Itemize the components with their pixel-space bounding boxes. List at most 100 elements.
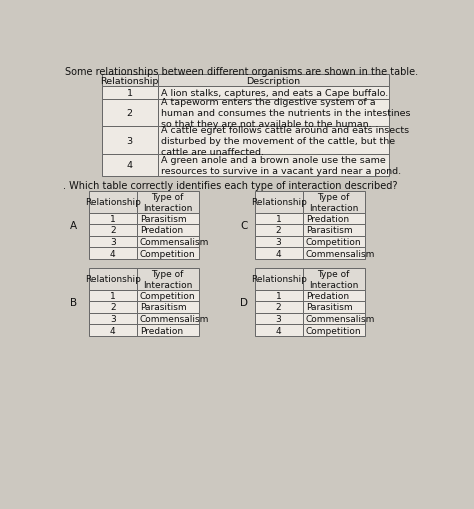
Bar (89, 313, 137, 325)
Bar (255, 213, 302, 225)
Text: Parasitism: Parasitism (140, 214, 186, 223)
Text: Predation: Predation (140, 226, 183, 235)
Text: 4: 4 (276, 249, 282, 258)
Text: Relationship: Relationship (85, 198, 141, 207)
Text: B: B (70, 297, 77, 307)
Text: Type of
Interaction: Type of Interaction (143, 270, 192, 289)
Text: Type of
Interaction: Type of Interaction (143, 193, 192, 212)
Text: 2: 2 (276, 303, 282, 312)
Bar (302, 290, 365, 302)
Text: 3: 3 (276, 238, 282, 246)
Text: Commensalism: Commensalism (306, 249, 375, 258)
Bar (137, 236, 199, 248)
Text: D: D (240, 297, 248, 307)
Bar (255, 325, 302, 336)
Bar (137, 302, 199, 313)
Bar (302, 236, 365, 248)
Text: Predation: Predation (306, 291, 349, 300)
Bar (102, 155, 158, 176)
Text: Competition: Competition (140, 291, 195, 300)
Text: Type of
Interaction: Type of Interaction (309, 193, 358, 212)
Bar (102, 75, 158, 87)
Text: Predation: Predation (140, 326, 183, 335)
Bar (255, 225, 302, 236)
Bar (302, 225, 365, 236)
Text: Parasitism: Parasitism (306, 226, 352, 235)
Bar (158, 127, 389, 155)
Text: Competition: Competition (306, 238, 361, 246)
Text: 4: 4 (276, 326, 282, 335)
Text: A lion stalks, captures, and eats a Cape buffalo.: A lion stalks, captures, and eats a Cape… (161, 89, 388, 98)
Bar (89, 248, 137, 260)
Text: 4: 4 (110, 249, 116, 258)
Text: . Which table correctly identifies each type of interaction described?: . Which table correctly identifies each … (63, 181, 398, 191)
Bar (137, 192, 199, 213)
Text: Parasitism: Parasitism (306, 303, 352, 312)
Bar (137, 225, 199, 236)
Bar (302, 213, 365, 225)
Bar (89, 290, 137, 302)
Text: 2: 2 (127, 109, 133, 118)
Bar (137, 325, 199, 336)
Bar (137, 313, 199, 325)
Text: 3: 3 (276, 315, 282, 323)
Text: C: C (240, 220, 247, 231)
Text: 1: 1 (276, 214, 282, 223)
Bar (158, 87, 389, 99)
Text: Predation: Predation (306, 214, 349, 223)
Bar (89, 192, 137, 213)
Text: Description: Description (246, 76, 300, 86)
Text: Parasitism: Parasitism (140, 303, 186, 312)
Text: 1: 1 (127, 89, 133, 98)
Bar (255, 290, 302, 302)
Text: 2: 2 (110, 226, 116, 235)
Bar (302, 302, 365, 313)
Text: Commensalism: Commensalism (140, 315, 209, 323)
Bar (89, 213, 137, 225)
Bar (102, 99, 158, 127)
Bar (102, 127, 158, 155)
Text: Type of
Interaction: Type of Interaction (309, 270, 358, 289)
Bar (89, 269, 137, 290)
Bar (89, 325, 137, 336)
Bar (302, 313, 365, 325)
Bar (137, 248, 199, 260)
Text: Competition: Competition (140, 249, 195, 258)
Text: Some relationships between different organisms are shown in the table.: Some relationships between different org… (64, 67, 418, 77)
Text: 4: 4 (127, 161, 133, 170)
Bar (158, 155, 389, 176)
Text: 3: 3 (127, 136, 133, 146)
Bar (89, 236, 137, 248)
Bar (102, 87, 158, 99)
Text: Relationship: Relationship (85, 275, 141, 284)
Bar (302, 248, 365, 260)
Text: Relationship: Relationship (251, 275, 307, 284)
Text: Relationship: Relationship (251, 198, 307, 207)
Text: A tapeworm enters the digestive system of a
human and consumes the nutrients in : A tapeworm enters the digestive system o… (161, 98, 410, 129)
Text: A: A (70, 220, 77, 231)
Text: A cattle egret follows cattle around and eats insects
disturbed by the movement : A cattle egret follows cattle around and… (161, 125, 409, 157)
Bar (255, 192, 302, 213)
Bar (255, 313, 302, 325)
Text: Relationship: Relationship (100, 76, 159, 86)
Bar (158, 75, 389, 87)
Text: A green anole and a brown anole use the same
resources to survive in a vacant ya: A green anole and a brown anole use the … (161, 156, 401, 176)
Bar (89, 225, 137, 236)
Bar (158, 99, 389, 127)
Text: 2: 2 (110, 303, 116, 312)
Text: 3: 3 (110, 315, 116, 323)
Text: 1: 1 (276, 291, 282, 300)
Bar (137, 269, 199, 290)
Bar (255, 248, 302, 260)
Bar (255, 302, 302, 313)
Text: 1: 1 (110, 291, 116, 300)
Text: 3: 3 (110, 238, 116, 246)
Bar (302, 269, 365, 290)
Text: 2: 2 (276, 226, 282, 235)
Text: Competition: Competition (306, 326, 361, 335)
Bar (255, 269, 302, 290)
Bar (255, 236, 302, 248)
Text: 4: 4 (110, 326, 116, 335)
Bar (302, 192, 365, 213)
Text: 1: 1 (110, 214, 116, 223)
